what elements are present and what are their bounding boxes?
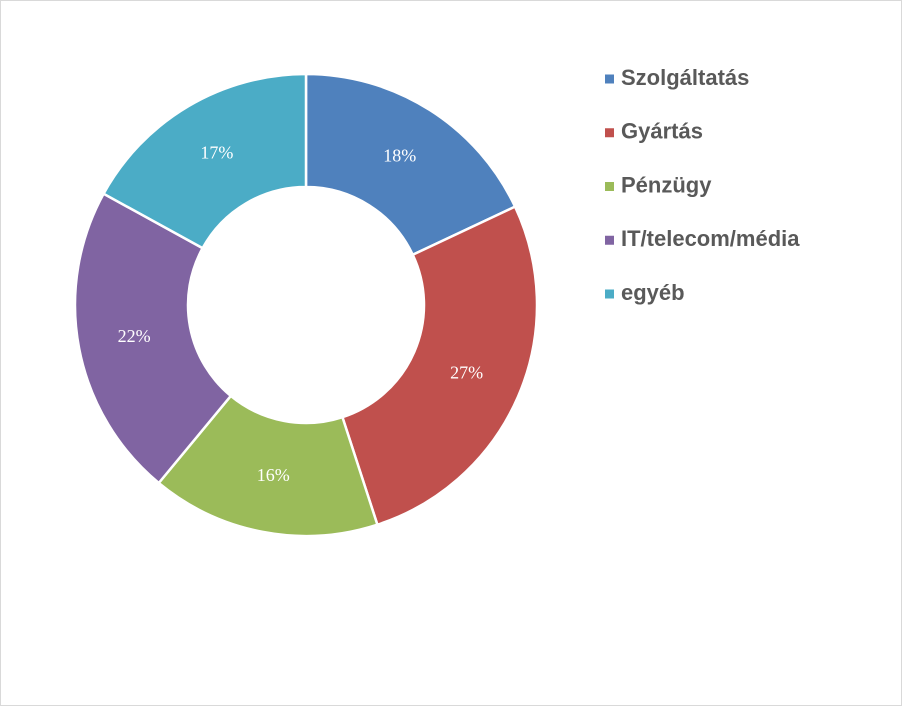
legend-marker — [605, 74, 614, 84]
legend-marker — [605, 128, 614, 138]
donut-slice — [340, 204, 539, 527]
donut-slice — [304, 72, 517, 257]
donut-slice — [101, 72, 308, 250]
legend-label: Gyártás — [621, 119, 703, 144]
donut-slice — [73, 192, 233, 485]
legend-label: egyéb — [621, 280, 685, 305]
value-label: 22% — [118, 326, 151, 346]
legend-label: Pénzügy — [621, 172, 712, 197]
legend-marker — [605, 289, 614, 299]
legend-marker — [605, 235, 614, 245]
value-label: 17% — [200, 142, 233, 162]
donut-slice — [156, 394, 379, 538]
legend-label: IT/telecom/média — [621, 226, 800, 251]
value-label: 18% — [383, 145, 416, 165]
value-label: 16% — [257, 465, 290, 485]
legend-marker — [605, 182, 614, 191]
legend-label: Szolgáltatás — [621, 65, 749, 90]
value-label: 27% — [450, 363, 483, 383]
